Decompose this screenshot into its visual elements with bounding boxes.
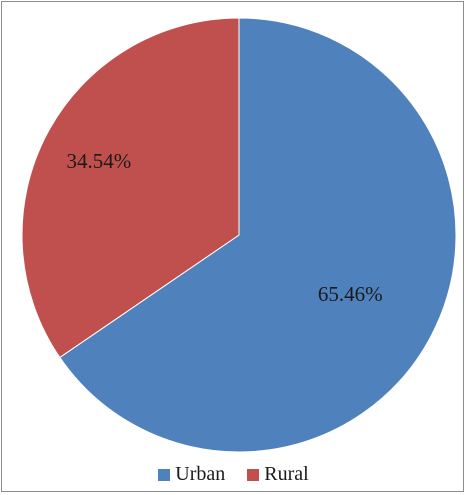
legend-swatch-urban [158,468,171,481]
legend-label-rural: Rural [264,463,309,485]
pie-chart: 65.46% 34.54% [21,17,457,453]
legend-item-urban: Urban [158,463,225,486]
pie-slices [21,17,457,453]
pie-slice-urban [59,17,457,453]
data-label-rural: 34.54% [67,149,132,173]
pie-slice-rural [21,17,240,359]
legend-swatch-rural [247,468,260,481]
pie-data-labels: 65.46% 34.54% [67,149,383,306]
legend-label-urban: Urban [175,463,226,485]
legend: Urban Rural [0,463,467,486]
data-label-urban: 65.46% [318,282,383,306]
legend-item-rural: Rural [247,463,309,486]
